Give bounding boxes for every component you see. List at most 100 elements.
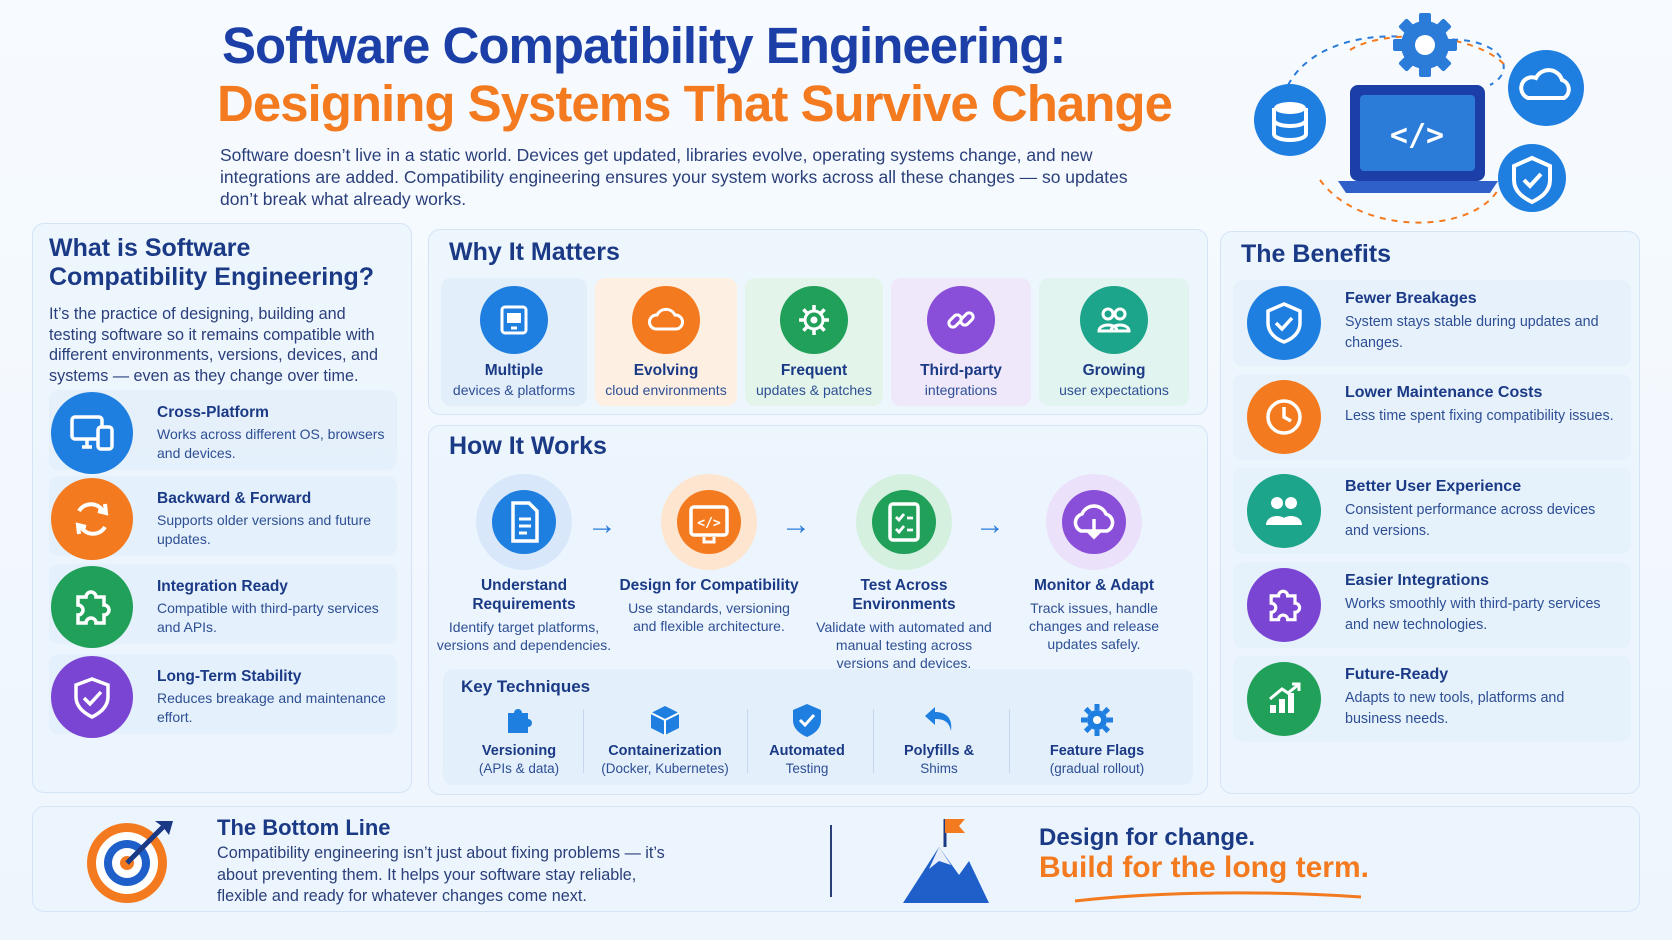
step-description: Use standards, versioning and flexible a… bbox=[628, 600, 790, 634]
benefit-description: System stays stable during updates and c… bbox=[1345, 314, 1599, 351]
what-is-description: It’s the practice of designing, building… bbox=[49, 305, 379, 385]
feature-integration-ready: Integration Ready Compatible with third-… bbox=[49, 564, 397, 648]
feature-cross-platform: Cross-Platform Works across different OS… bbox=[49, 390, 397, 474]
benefit-user-experience: Better User Experience Consistent perfor… bbox=[1233, 468, 1631, 554]
intro-text: Software doesn’t live in a static world.… bbox=[220, 145, 1128, 209]
arrow-right-icon: → bbox=[975, 508, 1005, 541]
feature-title: Cross-Platform bbox=[157, 404, 269, 421]
shield-check-icon bbox=[1498, 144, 1566, 212]
technique-sub: (Docker, Kubernetes) bbox=[601, 761, 729, 776]
why-title: Why It Matters bbox=[449, 238, 620, 266]
benefit-description: Adapts to new tools, platforms and busin… bbox=[1345, 690, 1565, 727]
cube-icon bbox=[593, 701, 737, 739]
step-description: Track issues, handle changes and release… bbox=[1029, 600, 1159, 652]
divider bbox=[583, 709, 584, 773]
page-subtitle: Designing Systems That Survive Change bbox=[217, 75, 1173, 132]
why-card-cloud: Evolving cloud environments bbox=[595, 278, 737, 406]
benefit-lower-maintenance: Lower Maintenance Costs Less time spent … bbox=[1233, 374, 1631, 460]
arrow-right-icon: → bbox=[587, 508, 617, 541]
benefits-panel: The Benefits Fewer Breakages System stay… bbox=[1220, 231, 1640, 794]
why-card-line2: devices & platforms bbox=[452, 382, 576, 398]
technique-sub: (gradual rollout) bbox=[1049, 761, 1145, 776]
divider bbox=[873, 709, 874, 773]
benefit-easier-integrations: Easier Integrations Works smoothly with … bbox=[1233, 562, 1631, 648]
checklist-icon bbox=[856, 474, 952, 570]
benefit-title: Easier Integrations bbox=[1345, 572, 1490, 589]
benefit-future-ready: Future-Ready Adapts to new tools, platfo… bbox=[1233, 656, 1631, 742]
what-is-panel: What is Software Compatibility Engineeri… bbox=[32, 223, 412, 793]
step-test: Test Across Environments Validate with a… bbox=[814, 474, 994, 672]
technique-feature-flags: Feature Flags (gradual rollout) bbox=[1017, 701, 1177, 776]
step-title: Monitor & Adapt bbox=[1034, 577, 1154, 594]
hero-illustration: </> bbox=[1254, 13, 1584, 224]
technique-polyfills: Polyfills & Shims bbox=[883, 701, 995, 776]
benefit-description: Consistent performance across devices an… bbox=[1345, 502, 1596, 539]
key-techniques-panel: Key Techniques Versioning (APIs & data) … bbox=[443, 669, 1193, 785]
step-title: Understand Requirements bbox=[472, 577, 576, 613]
benefit-title: Better User Experience bbox=[1345, 478, 1522, 495]
key-techniques-title: Key Techniques bbox=[461, 677, 591, 696]
divider bbox=[830, 825, 832, 897]
feature-description: Supports older versions and future updat… bbox=[157, 512, 372, 547]
gear-icon bbox=[1393, 13, 1457, 77]
technique-versioning: Versioning (APIs & data) bbox=[463, 701, 575, 776]
devices-icon bbox=[480, 286, 548, 354]
why-card-line2: user expectations bbox=[1059, 382, 1169, 398]
step-description: Validate with automated and manual testi… bbox=[816, 619, 992, 671]
benefit-title: Fewer Breakages bbox=[1345, 290, 1477, 307]
gear-icon bbox=[780, 286, 848, 354]
benefit-title: Future-Ready bbox=[1345, 666, 1449, 683]
why-card-line1: Growing bbox=[1082, 362, 1146, 379]
why-card-integrations: Third-party integrations bbox=[891, 278, 1031, 406]
underline-swoosh bbox=[1074, 891, 1362, 903]
undo-arrow-icon bbox=[883, 701, 995, 739]
svg-text:</>: </> bbox=[697, 516, 721, 531]
shield-check-icon bbox=[51, 656, 133, 738]
svg-text:</>: </> bbox=[1390, 118, 1444, 153]
gear-icon bbox=[1017, 701, 1177, 739]
users-icon bbox=[1080, 286, 1148, 354]
mountain-flag-icon bbox=[903, 819, 989, 903]
technique-name: Polyfills & bbox=[903, 743, 975, 759]
cloud-icon bbox=[632, 286, 700, 354]
step-title: Design for Compatibility bbox=[619, 577, 799, 594]
what-is-title: What is Software Compatibility Engineeri… bbox=[49, 234, 375, 291]
users-icon bbox=[1247, 474, 1321, 548]
why-it-matters-panel: Why It Matters Multiple devices & platfo… bbox=[428, 229, 1208, 415]
feature-description: Compatible with third-party services and… bbox=[157, 600, 379, 635]
step-design: </> Design for Compatibility Use standar… bbox=[619, 474, 799, 635]
page-title: Software Compatibility Engineering: bbox=[222, 17, 1066, 74]
technique-sub: Testing bbox=[785, 761, 829, 776]
technique-name: Automated bbox=[769, 743, 845, 759]
step-title: Test Across Environments bbox=[852, 577, 956, 613]
benefit-title: Lower Maintenance Costs bbox=[1345, 384, 1543, 401]
divider bbox=[1009, 709, 1010, 773]
database-icon bbox=[1254, 84, 1326, 156]
why-card-line1: Multiple bbox=[484, 362, 544, 379]
why-card-devices: Multiple devices & platforms bbox=[441, 278, 587, 406]
feature-description: Works across different OS, browsers and … bbox=[157, 426, 385, 461]
link-icon bbox=[927, 286, 995, 354]
why-card-expectations: Growing user expectations bbox=[1039, 278, 1189, 406]
feature-title: Backward & Forward bbox=[157, 490, 312, 507]
why-card-line2: updates & patches bbox=[756, 382, 872, 398]
technique-name: Containerization bbox=[608, 743, 722, 759]
feature-description: Reduces breakage and maintenance effort. bbox=[157, 690, 386, 725]
technique-name: Feature Flags bbox=[1049, 743, 1145, 759]
cloud-download-icon bbox=[1046, 474, 1142, 570]
why-card-line2: integrations bbox=[924, 382, 998, 398]
why-card-updates: Frequent updates & patches bbox=[745, 278, 883, 406]
target-icon bbox=[87, 821, 173, 903]
why-card-line1: Evolving bbox=[633, 362, 699, 379]
growth-chart-icon bbox=[1247, 662, 1321, 736]
technique-automated-testing: Automated Testing bbox=[757, 701, 857, 776]
feature-title: Integration Ready bbox=[157, 578, 288, 595]
feature-long-term-stability: Long-Term Stability Reduces breakage and… bbox=[49, 654, 397, 738]
why-card-line2: cloud environments bbox=[605, 382, 727, 398]
shield-check-icon bbox=[1247, 286, 1321, 360]
monitor-devices-icon bbox=[51, 392, 133, 474]
slogan-line1: Design for change. bbox=[1039, 824, 1256, 851]
why-card-line1: Third-party bbox=[920, 362, 1002, 379]
technique-containerization: Containerization (Docker, Kubernetes) bbox=[593, 701, 737, 776]
clock-icon bbox=[1247, 380, 1321, 454]
